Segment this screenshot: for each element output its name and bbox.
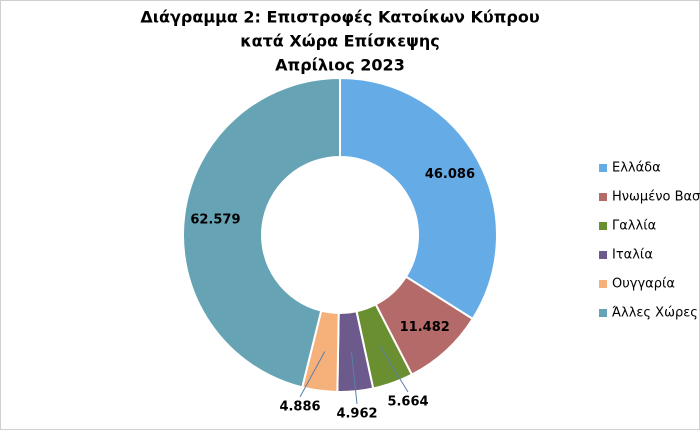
leader-line (379, 345, 409, 393)
chart-subtitle: Απρίλιος 2023 (275, 56, 405, 75)
legend-label: Ηνωμένο Βασίλειο (612, 190, 700, 205)
legend-swatch (599, 280, 607, 288)
legend-label: Ελλάδα (612, 161, 661, 176)
data-label: 4.886 (279, 400, 320, 415)
legend-label: Ουγγαρία (612, 277, 675, 292)
legend-swatch (599, 164, 607, 172)
leader-line (299, 351, 326, 398)
chart-title: Διάγραμμα 2: Επιστροφές Κατοίκων Κύπρου (140, 8, 539, 27)
legend-label: Γαλλία (612, 219, 656, 234)
data-label: 11.482 (400, 320, 450, 335)
legend-swatch (599, 222, 607, 230)
legend-swatch (599, 193, 607, 201)
data-label: 62.579 (190, 212, 240, 227)
data-label: 5.664 (387, 395, 428, 410)
legend-swatch (599, 309, 607, 317)
donut-slice (339, 76, 498, 321)
donut-slice (182, 76, 341, 389)
data-label: 46.086 (425, 167, 475, 182)
leader-line (351, 351, 358, 405)
data-label: 4.962 (336, 407, 377, 422)
legend-swatch (599, 251, 607, 259)
legend-label: Άλλες Χώρες (612, 306, 698, 321)
chart-subtitle: κατά Χώρα Επίσκεψης (240, 32, 440, 51)
legend-label: Ιταλία (612, 248, 653, 263)
